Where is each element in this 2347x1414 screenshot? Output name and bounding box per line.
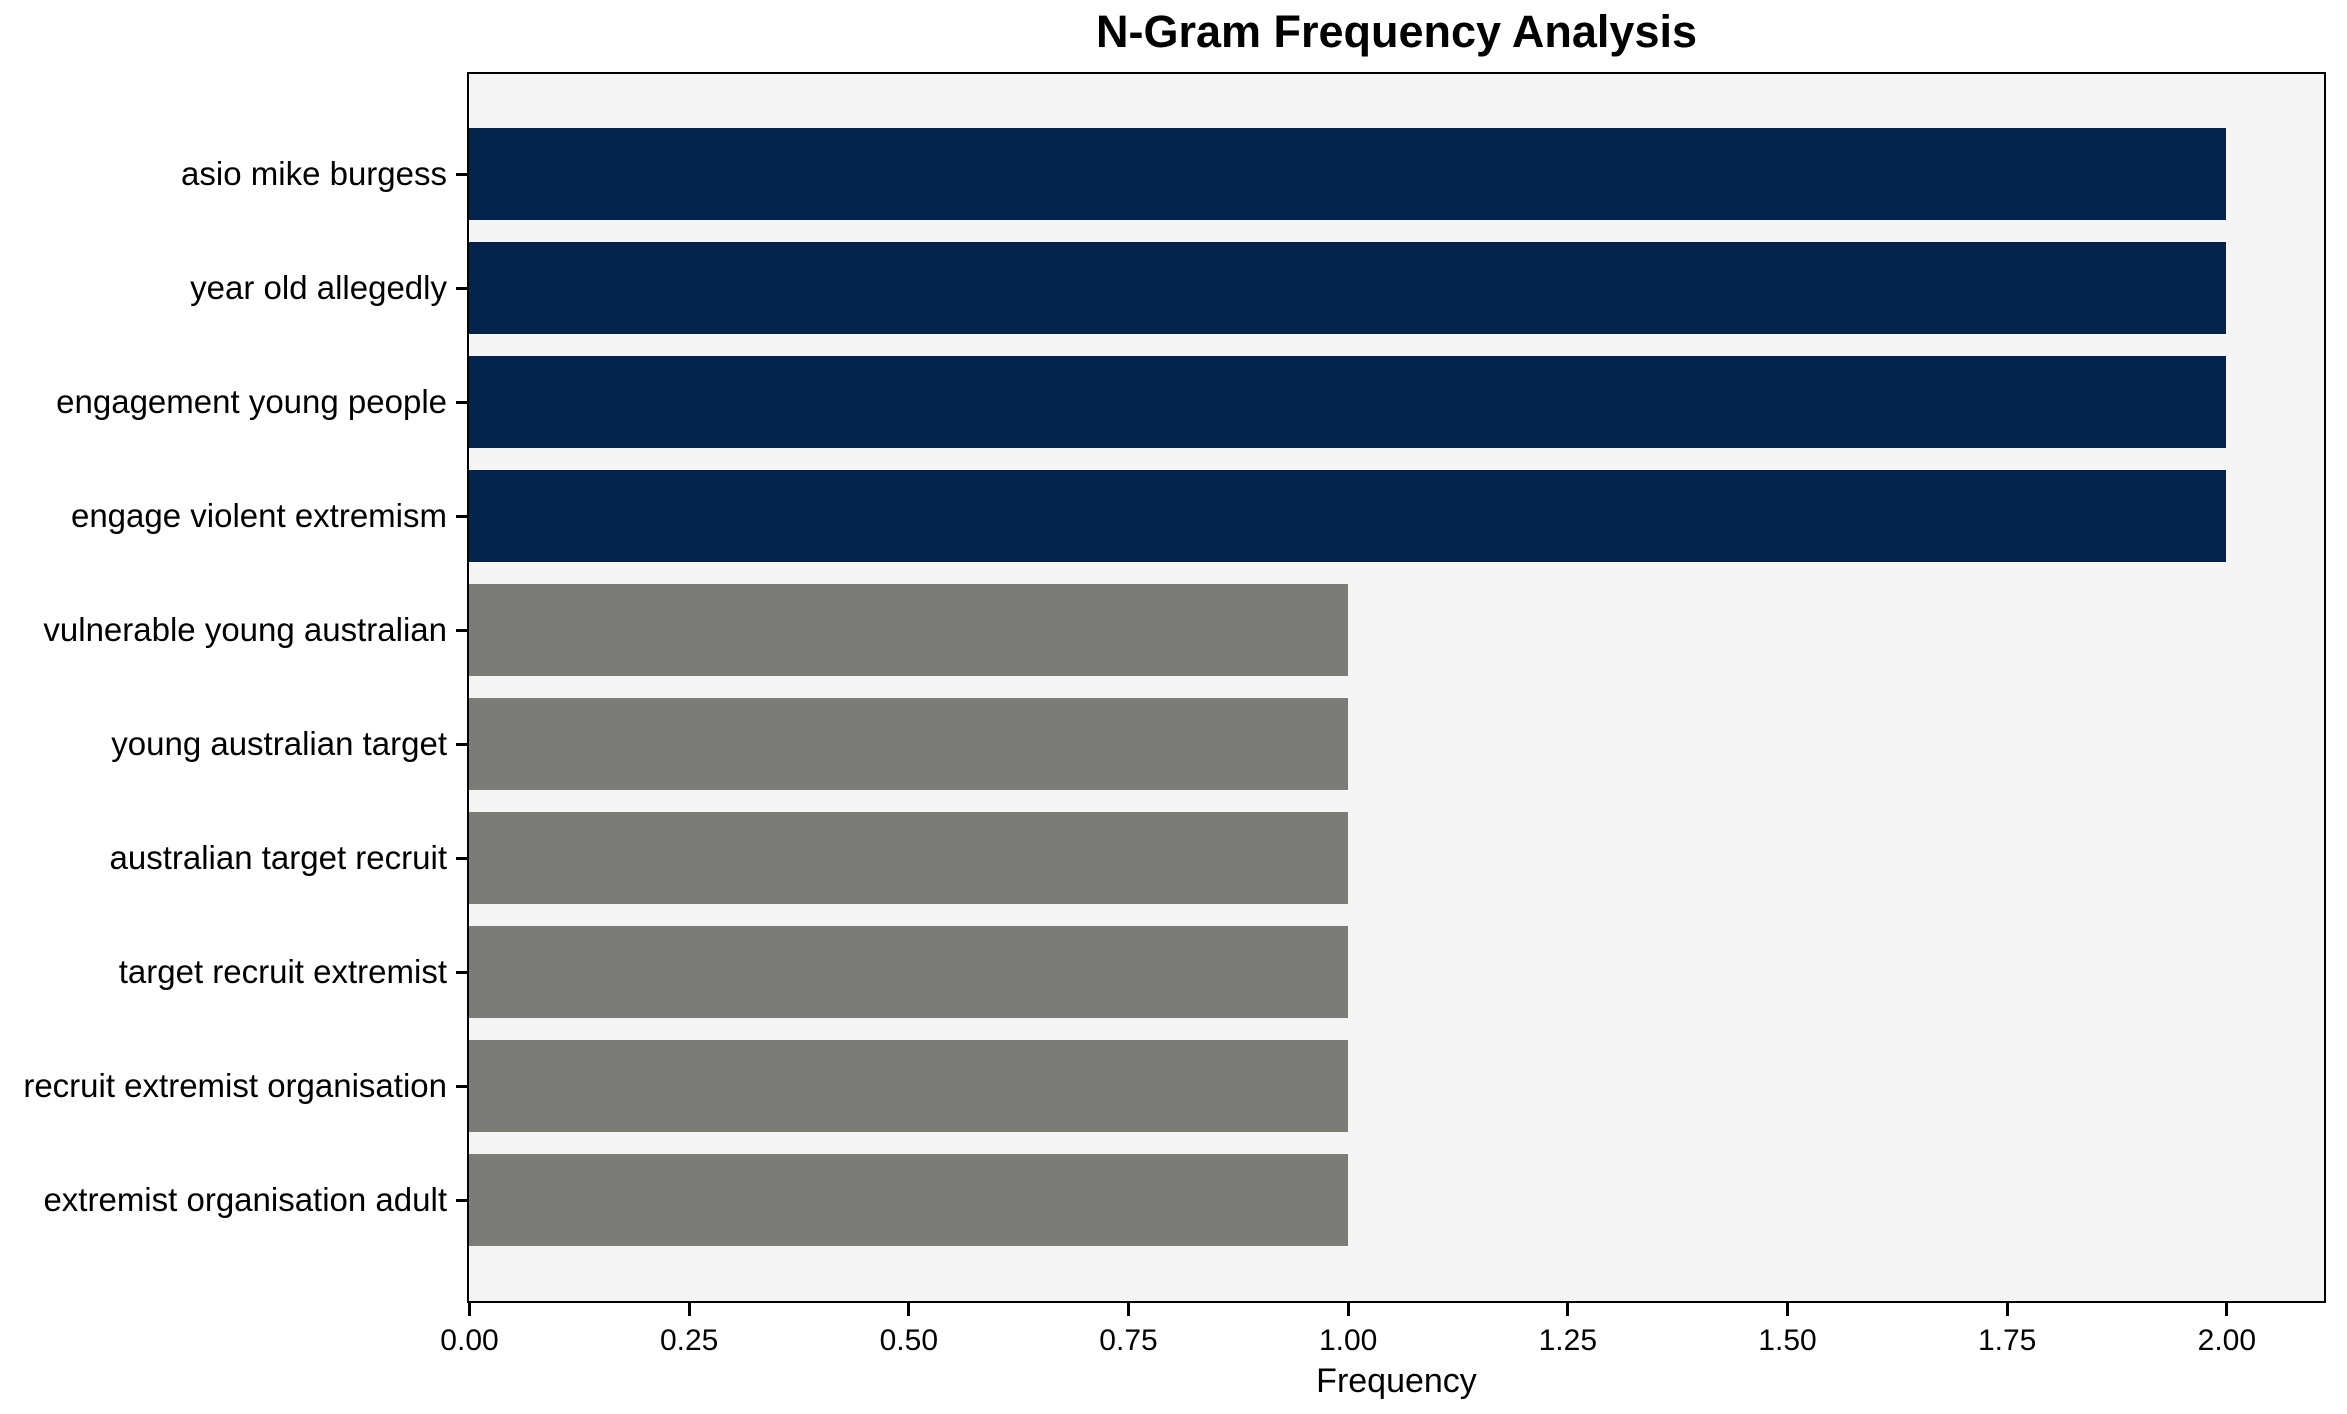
y-axis-label: recruit extremist organisation xyxy=(23,1067,447,1104)
bar xyxy=(469,1039,1348,1132)
chart-title: N-Gram Frequency Analysis xyxy=(1095,6,1698,57)
x-axis-tick-label: 0.75 xyxy=(1099,1324,1158,1357)
y-axis-tick xyxy=(456,514,467,518)
bar xyxy=(469,811,1348,904)
x-axis-tick xyxy=(2005,1303,2009,1316)
y-axis-label: asio mike burgess xyxy=(181,155,447,192)
x-axis-tick-label: 2.00 xyxy=(2197,1324,2257,1357)
x-axis-tick-label: 0.00 xyxy=(440,1324,499,1357)
bar xyxy=(469,355,2227,448)
x-axis-tick-label: 0.50 xyxy=(879,1324,939,1357)
x-axis-title: Frequency xyxy=(1316,1362,1477,1400)
x-axis-tick xyxy=(1566,1303,1570,1316)
x-axis-tick-label: 1.00 xyxy=(1318,1324,1378,1357)
bar xyxy=(469,925,1348,1018)
x-axis-tick-label: 1.25 xyxy=(1538,1324,1598,1357)
x-axis-tick xyxy=(1786,1303,1789,1316)
y-axis-label: extremist organisation adult xyxy=(43,1181,447,1218)
y-axis-label: target recruit extremist xyxy=(118,953,447,990)
y-axis-tick xyxy=(456,628,467,632)
y-axis-tick xyxy=(456,286,467,290)
y-axis-tick xyxy=(456,172,467,176)
bar xyxy=(469,241,2227,334)
plot-area xyxy=(467,72,2326,1303)
y-axis-tick xyxy=(456,1084,467,1088)
y-axis-tick xyxy=(456,1198,467,1202)
x-axis-tick-label: 1.75 xyxy=(1977,1324,2037,1357)
bar xyxy=(469,697,1348,790)
bar xyxy=(469,1153,1348,1246)
x-axis-tick xyxy=(907,1303,911,1316)
y-axis-tick xyxy=(456,742,467,746)
x-axis-tick xyxy=(2225,1303,2229,1316)
x-axis-tick-label: 0.25 xyxy=(659,1324,719,1357)
bar xyxy=(469,583,1348,676)
bar xyxy=(469,127,2227,220)
y-axis-label: engage violent extremism xyxy=(70,497,447,534)
y-axis-label: engagement young people xyxy=(56,383,447,420)
x-axis-tick xyxy=(1346,1303,1350,1316)
x-axis-tick-label: 1.50 xyxy=(1758,1324,1817,1357)
y-axis-label: young australian target xyxy=(111,725,447,762)
x-axis-tick xyxy=(468,1303,471,1316)
y-axis-tick xyxy=(456,970,467,974)
x-axis-tick xyxy=(1127,1303,1130,1316)
x-axis-tick xyxy=(687,1303,691,1316)
y-axis-label: vulnerable young australian xyxy=(43,611,447,648)
y-axis-tick xyxy=(456,856,467,860)
y-axis-tick xyxy=(456,400,467,404)
y-axis-label: australian target recruit xyxy=(109,839,448,876)
bar xyxy=(469,469,2227,562)
y-axis-label: year old allegedly xyxy=(190,269,447,306)
